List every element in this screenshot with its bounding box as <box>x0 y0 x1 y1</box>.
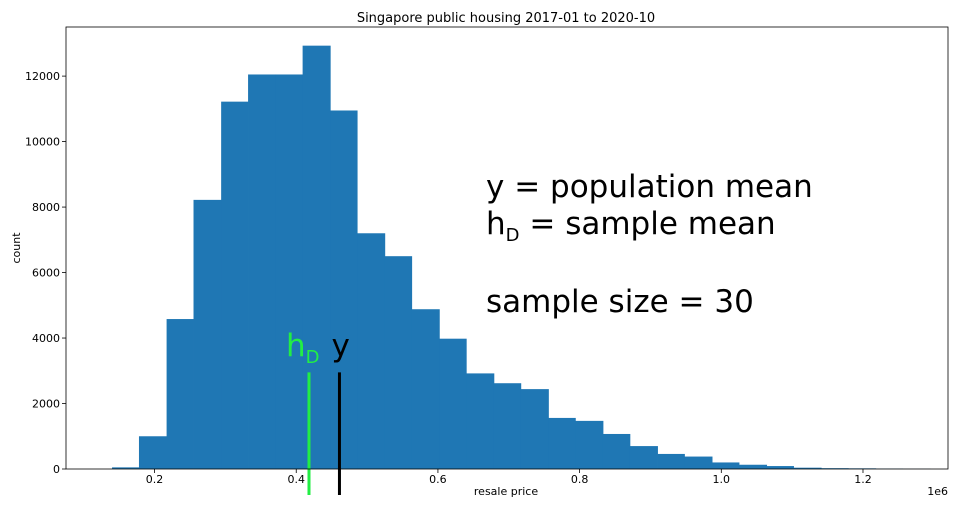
histogram-bar-17 <box>575 420 604 469</box>
histogram-bar-18 <box>602 433 631 469</box>
y-tick-label-6: 12000 <box>25 70 60 83</box>
histogram-bar-15 <box>520 389 549 469</box>
histogram-bar-2 <box>166 319 194 469</box>
histogram-bar-20 <box>657 453 685 469</box>
y-tick-label-3: 6000 <box>32 267 60 280</box>
histogram-bar-0 <box>112 467 140 469</box>
marker-label-1: y <box>331 328 349 364</box>
histogram-bar-1 <box>138 436 167 469</box>
histogram-bar-12 <box>439 338 467 469</box>
histogram-bar-3 <box>193 199 222 470</box>
x-axis-label: resale price <box>474 485 538 498</box>
histogram-bar-19 <box>629 446 658 469</box>
y-tick-label-2: 4000 <box>32 332 60 345</box>
histogram-bar-22 <box>712 462 740 469</box>
histogram-bar-5 <box>248 74 277 470</box>
x-tick-label-3: 0.8 <box>571 473 589 486</box>
histogram-bar-21 <box>684 456 713 469</box>
histogram-bar-24 <box>766 466 794 469</box>
histogram-bar-6 <box>275 74 304 470</box>
histogram-bar-23 <box>739 464 768 469</box>
histogram-bar-25 <box>793 467 822 469</box>
x-tick-label-2: 0.6 <box>429 473 447 486</box>
histogram-bar-4 <box>221 101 249 469</box>
histogram-bar-10 <box>384 256 413 469</box>
marker-label-sub-0: D <box>306 347 320 368</box>
histogram-bar-13 <box>466 373 495 469</box>
chart-title: Singapore public housing 2017-01 to 2020… <box>357 11 655 26</box>
y-axis-ticks: 0 2000 4000 6000 8000 10000 12000 <box>25 70 66 476</box>
x-tick-label-4: 1.0 <box>713 473 731 486</box>
histogram-bar-26 <box>821 468 849 469</box>
x-tick-label-0: 0.2 <box>146 473 164 486</box>
annotation-line-0: y = population mean <box>486 169 813 205</box>
annotation-line-1: hD = sample mean <box>486 206 776 246</box>
histogram-bar-7 <box>302 45 331 469</box>
histogram-bar-14 <box>493 383 522 469</box>
histogram-bar-8 <box>330 110 358 469</box>
y-tick-label-5: 10000 <box>25 136 60 149</box>
y-tick-label-0: 0 <box>53 463 60 476</box>
x-axis-ticks: 0.2 0.4 0.6 0.8 1.0 1.2 <box>146 469 872 486</box>
plot-frame <box>65 26 949 470</box>
y-tick-label-1: 2000 <box>32 398 60 411</box>
y-tick-label-4: 8000 <box>32 201 60 214</box>
x-tick-label-5: 1.2 <box>854 473 872 486</box>
x-axis-offset-label: 1e6 <box>927 485 948 498</box>
y-axis-label: count <box>10 232 23 264</box>
histogram-bars <box>112 45 931 470</box>
x-tick-label-1: 0.4 <box>287 473 305 486</box>
histogram-bar-16 <box>548 417 576 469</box>
histogram-bar-9 <box>357 233 386 469</box>
annotation-line-2: sample size = 30 <box>486 284 754 320</box>
histogram-bar-11 <box>411 309 440 469</box>
